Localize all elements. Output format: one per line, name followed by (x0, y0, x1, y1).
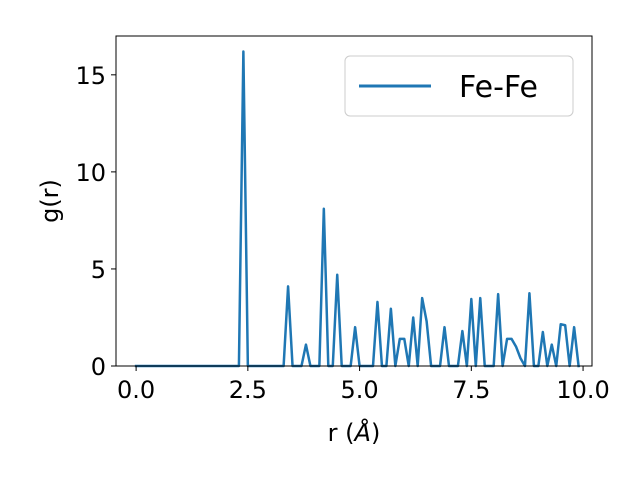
x-axis: 0.0 2.5 5.0 7.5 10.0 (117, 366, 610, 404)
x-tick-label: 0.0 (117, 376, 155, 404)
y-axis-label: g(r) (36, 179, 64, 223)
x-tick-label: 2.5 (229, 376, 267, 404)
y-tick-label: 15 (75, 62, 106, 90)
x-tick-label: 10.0 (556, 376, 609, 404)
y-tick-label: 0 (91, 353, 106, 381)
y-tick-label: 5 (91, 256, 106, 284)
legend-box (344, 55, 574, 117)
x-axis-label: r (Å) (328, 418, 381, 447)
legend: Fe-Fe (344, 55, 574, 117)
y-axis: 0 5 10 15 (75, 62, 116, 381)
legend-label: Fe-Fe (459, 70, 538, 105)
x-tick-label: 5.0 (341, 376, 379, 404)
y-tick-label: 10 (75, 159, 106, 187)
x-tick-label: 7.5 (452, 376, 490, 404)
plot-frame (115, 35, 593, 367)
